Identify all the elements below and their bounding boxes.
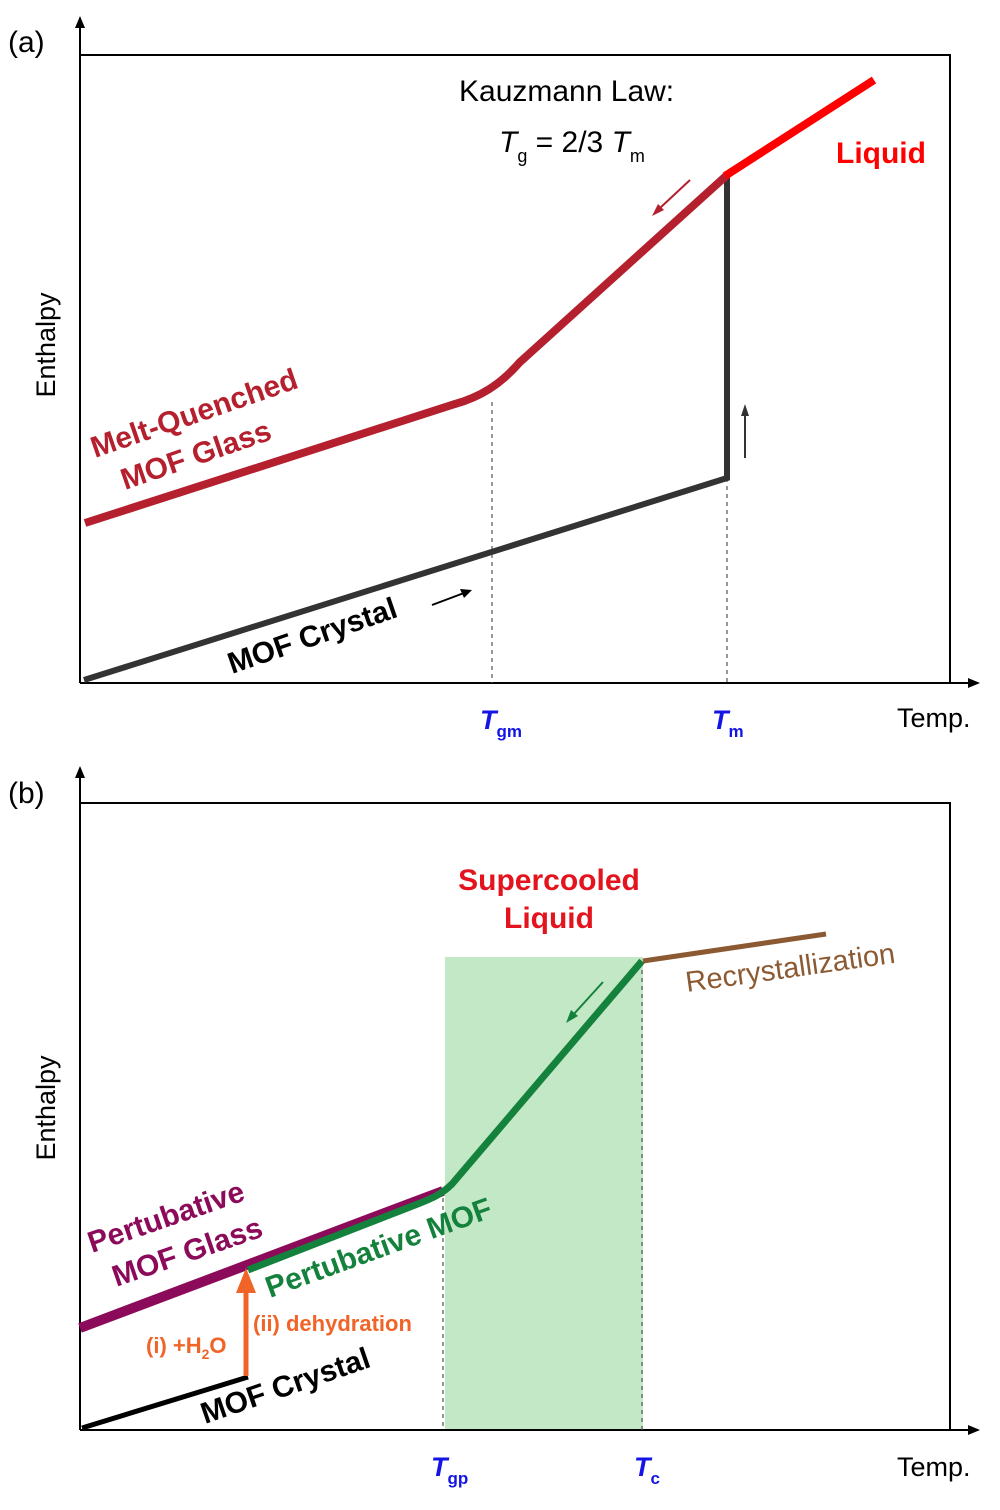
glass-label-a: Melt-QuenchedMOF Glass	[87, 363, 316, 503]
pert-glass-label: PertubativeMOF Glass	[84, 1173, 267, 1297]
crystal-direction-arrow	[431, 589, 472, 606]
panel-a-label: (a)	[8, 26, 45, 59]
pert-mof-curve	[246, 958, 645, 1274]
supercooled-region	[445, 957, 643, 1430]
tick-tgp: Tgp	[431, 1452, 468, 1488]
liquid-line-a	[722, 76, 877, 180]
kauzmann-law-title: Kauzmann Law:	[459, 75, 674, 108]
panel-a-x-axis-label: Temp.	[897, 703, 971, 733]
panel-b-y-axis-label: Enthalpy	[31, 1055, 61, 1161]
panel-b-frame	[80, 802, 951, 1430]
glass-curve-a	[83, 173, 729, 527]
kauzmann-law-equation: Tg = 2/3 Tm	[499, 126, 645, 166]
supercooled-label: Supercooled Liquid	[458, 864, 640, 935]
dehydration-label: (ii) dehydration	[253, 1311, 412, 1336]
water-label: (i) +H2O	[146, 1333, 227, 1362]
panel-a-frame	[80, 54, 951, 683]
crystal-curve-b	[81, 1374, 249, 1431]
panel-b: (b) Enthalpy Temp. Supercoo	[8, 766, 980, 1488]
crystal-curve-a	[83, 175, 730, 683]
recryst-line	[642, 931, 827, 964]
tick-tm: Tm	[712, 705, 744, 741]
cooling-arrow-b	[566, 981, 604, 1023]
panel-b-label: (b)	[8, 777, 45, 810]
heating-arrow-a	[741, 404, 749, 458]
pert-glass-curve	[78, 1186, 445, 1333]
tick-tgm: Tgm	[480, 705, 522, 741]
panel-a-y-axis-label: Enthalpy	[31, 292, 61, 398]
panel-b-x-axis-label: Temp.	[897, 1452, 971, 1482]
tick-tc: Tc	[634, 1452, 660, 1488]
recryst-label: Recrystallization	[684, 938, 898, 999]
dehydration-arrow	[236, 1268, 256, 1376]
cooling-arrow-a	[652, 179, 691, 216]
panel-a: (a) Enthalpy Temp. Kauzmann La	[8, 16, 980, 741]
liquid-label-a: Liquid	[836, 137, 926, 170]
